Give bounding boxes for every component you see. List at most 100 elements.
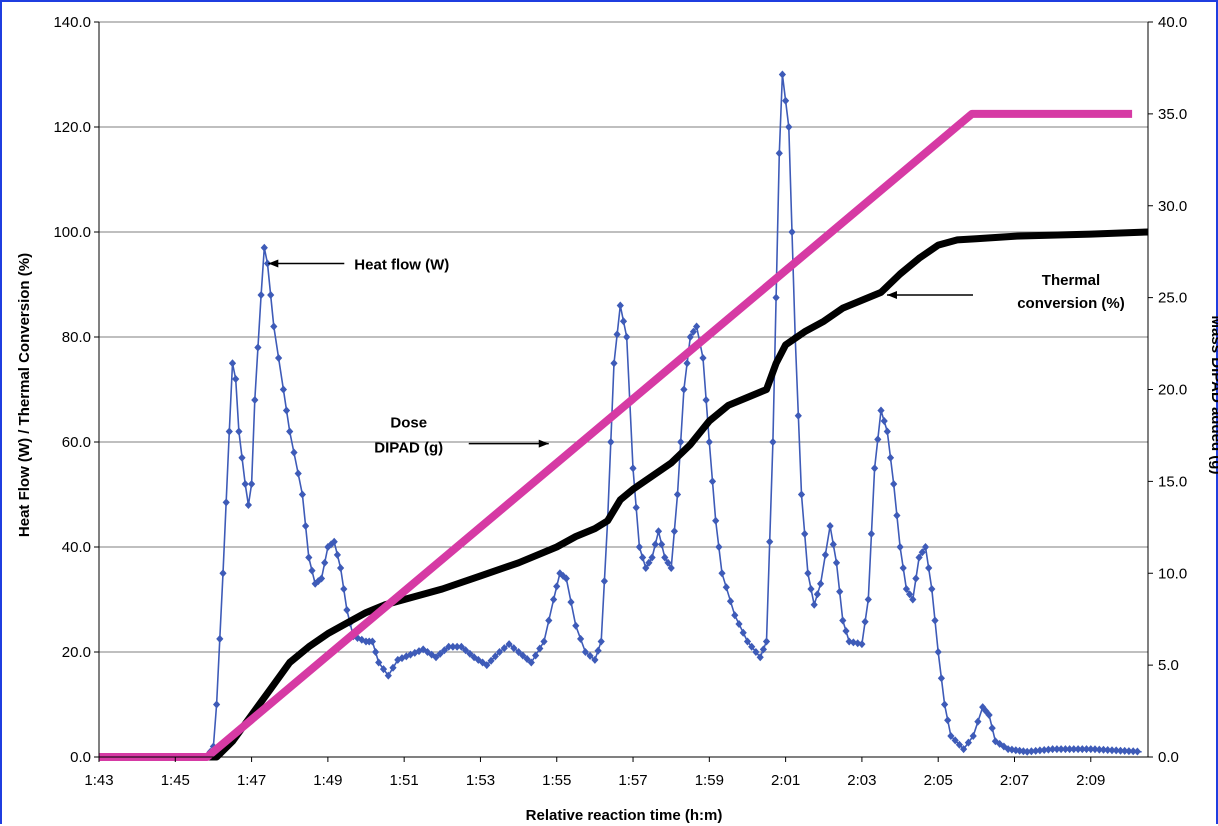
heat-flow-point	[651, 540, 659, 549]
heat-flow-point	[955, 740, 963, 749]
heat-flow-point	[368, 637, 376, 646]
y-left-tick-label: 120.0	[53, 119, 91, 136]
heat-flow-point	[731, 611, 739, 620]
heat-flow-point	[829, 540, 837, 549]
heat-flow-point	[886, 453, 895, 462]
heat-flow-point	[867, 529, 875, 538]
heat-flow-point	[1027, 747, 1035, 756]
heat-flow-point	[267, 291, 275, 299]
heat-flow-point	[1099, 745, 1108, 754]
heat-flow-point	[562, 574, 570, 583]
heat-flow-point	[1053, 745, 1061, 754]
x-tick-label: 2:05	[924, 772, 953, 789]
y-axis-left-title: Heat Flow (W) / Thermal Conversion (%)	[16, 253, 33, 537]
heat-flow-point	[610, 359, 618, 368]
heat-flow-point	[474, 655, 482, 664]
heat-flow-point	[257, 291, 265, 299]
heat-flow-point	[411, 648, 419, 657]
heat-flow-point	[893, 511, 901, 520]
heat-flow-point	[222, 498, 230, 507]
heat-flow-point	[629, 464, 637, 473]
heat-flow-point	[788, 228, 796, 236]
heat-flow-point	[934, 648, 942, 656]
heat-flow-point	[333, 550, 341, 559]
heat-flow-point	[263, 259, 272, 268]
heat-flow-point	[1078, 745, 1086, 754]
heat-flow-point	[487, 656, 495, 665]
heat-flow-point	[817, 579, 825, 588]
heat-flow-point	[782, 96, 790, 105]
x-tick-label: 2:09	[1076, 772, 1105, 789]
heat-flow-point	[510, 644, 518, 653]
heat-flow-point	[305, 553, 313, 562]
heat-flow-point	[801, 529, 809, 538]
heat-flow-point	[1074, 745, 1082, 754]
heat-flow-point	[722, 583, 730, 592]
heat-flow-point	[718, 569, 726, 578]
heat-flow-point	[839, 616, 847, 625]
heat-flow-point	[213, 700, 221, 709]
heat-flow-point	[877, 406, 885, 415]
heat-flow-point	[726, 597, 735, 606]
heat-flow-point	[298, 490, 306, 499]
heat-flow-point	[931, 616, 939, 625]
heat-flow-point	[241, 480, 249, 488]
heat-flow-point	[540, 637, 548, 646]
annotations: Heat flow (W) Thermal conversion (%) Dose DI…	[268, 257, 1125, 457]
dose-dipad-label-line1: Dose	[390, 415, 427, 432]
heat-flow-point	[1012, 746, 1020, 755]
y-right-tick-label: 20.0	[1158, 382, 1187, 399]
heat-flow-point	[810, 600, 818, 609]
y-right-tick-label: 40.0	[1158, 14, 1187, 31]
heat-flow-point	[928, 585, 936, 593]
heat-flow-point	[607, 438, 615, 446]
heat-flow-point	[251, 396, 259, 404]
y-left-tick-label: 40.0	[62, 539, 91, 556]
heat-flow-point	[689, 327, 697, 336]
heat-flow-point	[225, 427, 233, 436]
x-tick-label: 1:51	[390, 772, 419, 789]
heat-flow-point	[769, 438, 777, 446]
heat-flow-point	[902, 585, 910, 593]
heat-flow-point	[1016, 746, 1024, 755]
heat-flow-point	[1070, 745, 1078, 754]
heat-flow-point	[632, 503, 640, 512]
heat-flow-point	[743, 637, 752, 646]
heat-flow-point	[449, 642, 457, 651]
heat-flow-point	[664, 558, 672, 567]
heat-flow-point	[832, 558, 841, 567]
heat-flow-point	[327, 540, 335, 549]
heat-flow-point	[600, 577, 608, 586]
heat-flow-point	[937, 674, 945, 683]
heat-flow-point	[1049, 745, 1057, 754]
heat-flow-point	[985, 711, 993, 719]
y-left-tick-label: 140.0	[53, 14, 91, 31]
thermal-conversion-label-line1: Thermal	[1042, 272, 1100, 289]
heat-flow-point	[483, 661, 491, 670]
heat-flow-point	[1108, 746, 1116, 755]
heat-flow-point	[899, 564, 907, 572]
heat-flow-point	[658, 540, 666, 549]
heat-flow-point	[871, 464, 879, 473]
heat-flow-point	[686, 333, 694, 341]
heat-flow-point	[794, 411, 802, 420]
heat-flow-point	[960, 745, 968, 754]
y-right-tick-label: 5.0	[1158, 657, 1179, 674]
heat-flow-point	[567, 598, 575, 607]
heat-flow-point	[457, 642, 465, 651]
heat-flow-point	[861, 617, 869, 626]
heat-flow-point	[705, 438, 713, 446]
heat-flow-point	[912, 574, 920, 583]
heat-flow-label: Heat flow (W)	[354, 257, 449, 274]
heat-flow-point	[623, 333, 631, 341]
heat-flow-point	[613, 330, 621, 339]
heat-flow-point	[519, 651, 527, 660]
heat-flow-point	[639, 553, 647, 562]
heat-flow-point	[1112, 746, 1120, 755]
heat-flow-point	[275, 354, 283, 362]
heat-flow-markers	[206, 70, 1141, 756]
heat-flow-point	[372, 648, 380, 656]
heat-flow-point	[752, 648, 760, 656]
